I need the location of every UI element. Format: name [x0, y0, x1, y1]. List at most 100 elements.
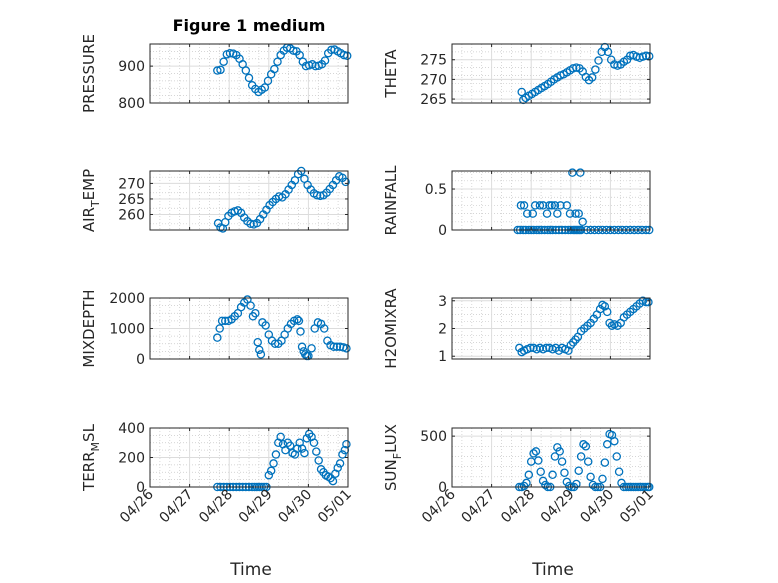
data-point: [583, 457, 593, 466]
y-axis-label-subscript: F: [391, 453, 404, 459]
y-tick-label: 275: [420, 53, 447, 69]
y-tick-label: 900: [118, 59, 145, 75]
data-point: [271, 450, 281, 459]
y-axis-label: MIXDEPTH: [80, 289, 98, 367]
data-point: [605, 318, 614, 328]
data-point: [338, 450, 347, 459]
data-point: [516, 201, 526, 210]
y-tick-label: 265: [118, 192, 145, 208]
data-point: [564, 346, 573, 355]
data-point: [217, 316, 227, 326]
series-markers: [213, 43, 352, 97]
x-tick-label: 04/29: [236, 487, 276, 527]
data-point: [219, 57, 228, 66]
data-point: [610, 436, 619, 446]
data-point: [553, 209, 562, 218]
data-point: [568, 168, 577, 177]
data-point: [266, 466, 276, 476]
y-axis-label: THETA: [382, 49, 400, 99]
data-point: [246, 301, 255, 310]
data-point: [555, 447, 564, 456]
data-point: [295, 50, 304, 60]
y-tick-label: 3: [438, 294, 447, 310]
data-point: [335, 459, 345, 468]
y-tick-label: 2: [438, 322, 447, 338]
plot-area: [452, 171, 650, 230]
data-point: [574, 209, 583, 218]
data-point: [281, 445, 290, 455]
data-point: [215, 324, 224, 333]
data-point: [213, 66, 222, 75]
data-point: [644, 297, 653, 307]
data-point: [342, 344, 351, 353]
data-point: [591, 65, 600, 74]
data-point: [542, 209, 552, 218]
data-point: [545, 201, 554, 210]
data-point: [571, 209, 580, 218]
data-point: [342, 51, 352, 61]
data-point: [578, 217, 587, 227]
y-tick-label: 0: [438, 223, 447, 239]
y-axis-label: PRESSURE: [80, 34, 98, 113]
data-point: [300, 448, 309, 458]
data-point: [594, 56, 603, 65]
y-axis-label-base: TERR: [80, 451, 98, 492]
y-tick-label: 2000: [109, 291, 145, 307]
data-point: [541, 480, 550, 490]
y-axis-label-base: SUN: [382, 459, 400, 491]
data-point: [304, 351, 313, 361]
data-point: [587, 73, 597, 82]
y-tick-label: 0: [136, 480, 145, 496]
data-point: [572, 479, 581, 489]
x-tick-label: 04/30: [275, 487, 315, 527]
x-tick-label: 04/28: [498, 487, 538, 527]
axes-box: [149, 170, 349, 231]
y-tick-label: 1: [438, 349, 447, 365]
series-markers: [213, 166, 350, 233]
data-point: [297, 444, 307, 453]
data-point: [296, 327, 305, 336]
data-point: [574, 466, 583, 475]
y-tick-label: 800: [118, 96, 145, 112]
x-tick-label: 04/27: [157, 487, 197, 527]
data-point: [534, 456, 543, 465]
x-axis-label: Time: [229, 560, 272, 580]
data-point: [579, 440, 588, 449]
data-point: [538, 201, 548, 210]
y-axis-label-subscript: M: [89, 442, 102, 452]
data-point: [216, 65, 225, 75]
x-tick-label: 05/01: [315, 487, 355, 527]
y-tick-label: 0: [136, 352, 145, 368]
data-point: [341, 177, 350, 187]
data-point: [595, 304, 605, 314]
data-point: [213, 333, 222, 342]
data-point: [602, 440, 612, 449]
data-point: [522, 209, 532, 218]
y-axis-label-subscript: T: [89, 200, 102, 208]
data-point: [293, 315, 302, 324]
data-point: [332, 342, 342, 352]
data-point: [529, 449, 538, 458]
data-point: [264, 470, 274, 480]
axes-box: [451, 43, 651, 104]
y-tick-label: 0.5: [425, 182, 447, 198]
y-axis-label: SUNFLUX: [382, 424, 404, 491]
y-tick-label: 0: [438, 480, 447, 496]
data-point: [612, 452, 621, 461]
data-point: [320, 56, 330, 65]
data-point: [598, 474, 607, 484]
data-point: [255, 345, 264, 355]
data-point: [600, 302, 610, 311]
data-point: [319, 324, 329, 333]
x-tick-label: 04/28: [196, 487, 236, 527]
data-point: [524, 470, 534, 480]
data-point: [519, 201, 529, 210]
data-point: [256, 350, 266, 359]
data-point: [263, 76, 273, 86]
axes-box: [451, 170, 651, 231]
series-markers: [515, 429, 654, 492]
panel-1: 800 900 PRESSURE Figure 1 medium: [80, 16, 352, 113]
chart-title: Figure 1 medium: [173, 16, 326, 35]
